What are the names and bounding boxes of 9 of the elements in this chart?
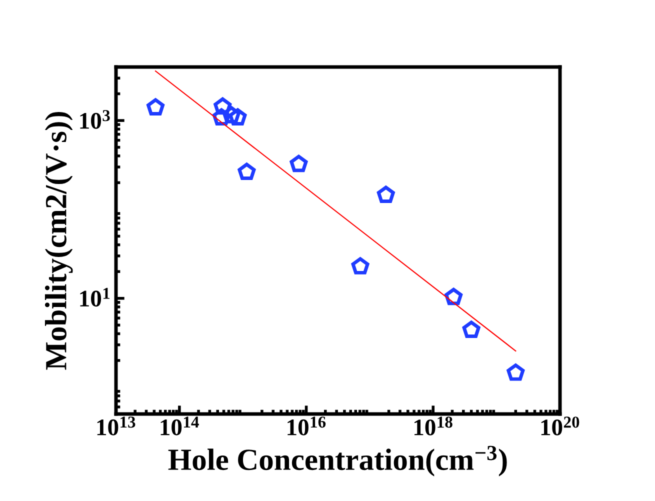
y-tick-label: 10$^{1}$	[80, 288, 110, 307]
y-tick-label: 10$^{3}$	[80, 110, 110, 129]
x-tick-label: 10$^{16}$	[288, 416, 326, 436]
x-tick-label: 10$^{14}$	[160, 416, 199, 436]
x-tick-label: 10$^{20}$	[541, 416, 580, 436]
x-axis-title: Hole Concentration(cm$^{−3}$)	[168, 446, 507, 476]
y-axis-title: Mobility(cm2/(V·s))	[44, 112, 73, 370]
x-tick-label: 10$^{13}$	[97, 416, 136, 436]
x-tick-label: 10$^{18}$	[414, 416, 452, 436]
